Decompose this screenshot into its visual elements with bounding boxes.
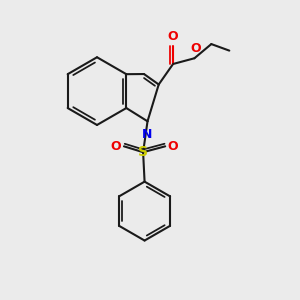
Text: O: O	[167, 140, 178, 153]
Text: N: N	[142, 128, 153, 141]
Text: O: O	[168, 30, 178, 43]
Text: O: O	[110, 140, 121, 153]
Text: S: S	[138, 145, 148, 159]
Text: O: O	[190, 42, 201, 55]
